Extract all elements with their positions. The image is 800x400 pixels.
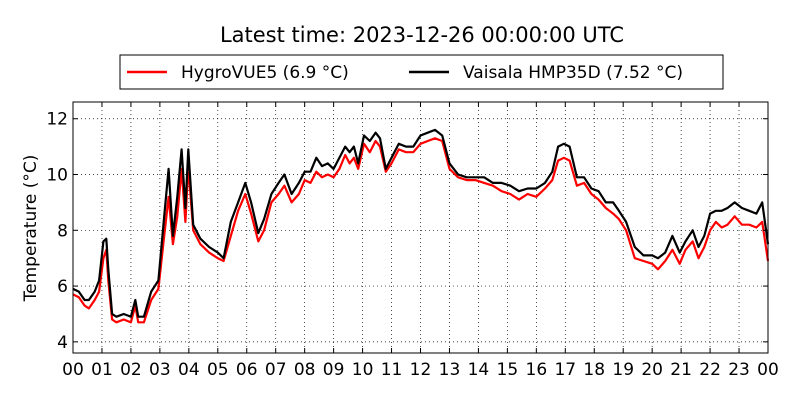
y-tick-label: 4 [57, 333, 68, 353]
ticks [72, 102, 769, 353]
x-tick-label: 23 [728, 360, 750, 380]
x-tick-label: 17 [554, 360, 576, 380]
x-tick-label: 14 [468, 360, 490, 380]
x-tick-label: 00 [757, 360, 779, 380]
x-tick-label: 08 [294, 360, 316, 380]
plot-frame [72, 101, 769, 354]
x-tick-label: 03 [149, 360, 171, 380]
y-tick-label: 10 [46, 166, 68, 186]
x-tick-label: 11 [381, 360, 403, 380]
y-tick-label: 12 [46, 110, 68, 130]
x-tick-label: 21 [670, 360, 692, 380]
x-tick-label: 09 [323, 360, 345, 380]
x-tick-label: 10 [352, 360, 374, 380]
legend-label-vaisala: Vaisala HMP35D (7.52 °C) [463, 63, 683, 83]
x-tick-label: 22 [699, 360, 721, 380]
x-tick-label: 01 [91, 360, 113, 380]
x-tick-label: 15 [497, 360, 519, 380]
x-tick-label: 20 [641, 360, 663, 380]
x-tick-label: 05 [207, 360, 229, 380]
x-tick-label: 00 [62, 360, 84, 380]
legend: HygroVUE5 (6.9 °C) Vaisala HMP35D (7.52 … [119, 54, 724, 90]
series-line-hygrovue5 [72, 137, 770, 324]
x-tick-label: 13 [439, 360, 461, 380]
x-tick-label: 16 [526, 360, 548, 380]
x-tick-label: 07 [265, 360, 287, 380]
x-tick-label: 12 [410, 360, 432, 380]
y-tick-label: 8 [57, 221, 68, 241]
y-tick-label: 6 [57, 277, 68, 297]
grid [73, 102, 768, 353]
y-tick-labels: 4 6 8 10 12 [46, 110, 68, 353]
x-tick-label: 06 [236, 360, 258, 380]
x-tick-label: 04 [178, 360, 200, 380]
y-axis-label: Temperature (°C) [21, 155, 41, 303]
x-tick-label: 02 [120, 360, 142, 380]
plot-lines [72, 128, 770, 324]
x-tick-label: 19 [612, 360, 634, 380]
chart-title: Latest time: 2023-12-26 00:00:00 UTC [220, 23, 624, 47]
series-line-vaisala [72, 128, 770, 318]
legend-label-hygrovue5: HygroVUE5 (6.9 °C) [181, 63, 349, 83]
x-tick-label: 18 [583, 360, 605, 380]
x-tick-labels: 00 01 02 03 04 05 06 07 08 09 10 11 12 13 14 15 16 17 18 19… [62, 360, 779, 380]
